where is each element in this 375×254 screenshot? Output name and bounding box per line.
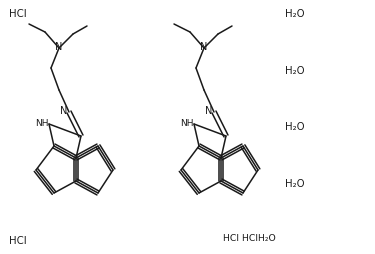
Text: NH: NH (35, 118, 48, 127)
Text: HCl HClH₂O: HCl HClH₂O (223, 233, 276, 242)
Text: HCl: HCl (9, 235, 27, 245)
Text: H₂O: H₂O (285, 122, 304, 132)
Text: NH: NH (180, 118, 194, 127)
Text: H₂O: H₂O (285, 9, 304, 19)
Text: N: N (200, 42, 207, 52)
Text: N: N (60, 106, 68, 116)
Text: H₂O: H₂O (285, 178, 304, 188)
Text: N: N (55, 42, 62, 52)
Text: HCl: HCl (9, 9, 27, 19)
Text: N: N (205, 106, 212, 116)
Text: H₂O: H₂O (285, 66, 304, 76)
